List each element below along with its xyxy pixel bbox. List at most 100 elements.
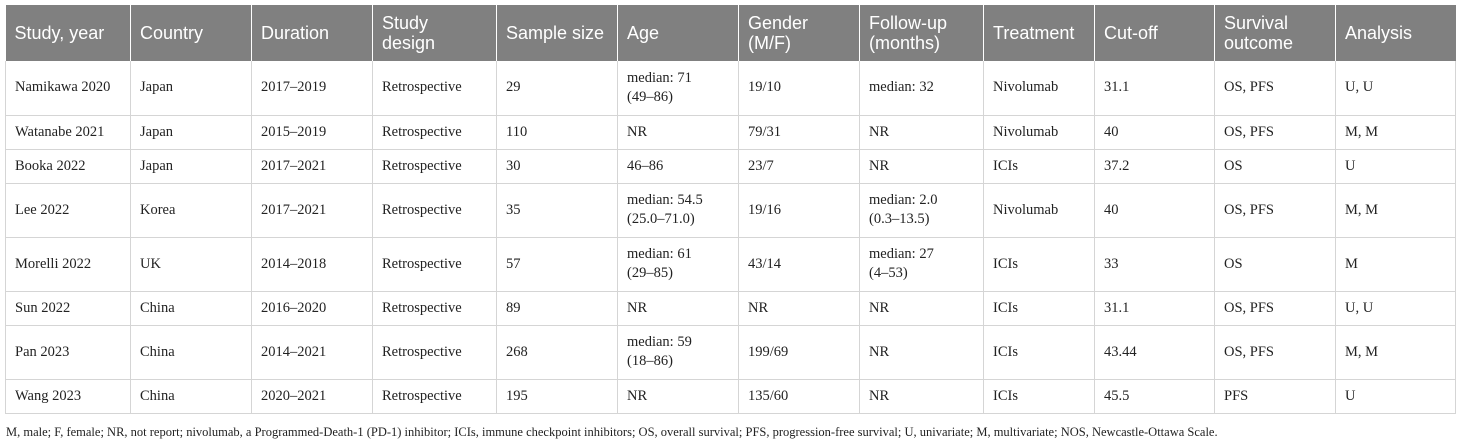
cell-survival-outcome: OS bbox=[1214, 149, 1336, 184]
cell-treatment: Nivolumab bbox=[983, 115, 1095, 150]
cell-sample-size: 35 bbox=[496, 183, 618, 238]
cell-cut-off: 31.1 bbox=[1094, 291, 1215, 326]
cell-duration: 2020–2021 bbox=[251, 379, 373, 414]
cell-study-year: Booka 2022 bbox=[5, 149, 131, 184]
cell-duration: 2015–2019 bbox=[251, 115, 373, 150]
cell-duration: 2017–2021 bbox=[251, 183, 373, 238]
header-duration: Duration bbox=[251, 5, 373, 61]
cell-study-design: Retrospective bbox=[372, 61, 497, 116]
table-row: Lee 2022 Korea 2017–2021 Retrospective 3… bbox=[5, 183, 1456, 238]
cell-study-year: Sun 2022 bbox=[5, 291, 131, 326]
cell-country: Korea bbox=[130, 183, 252, 238]
cell-study-design: Retrospective bbox=[372, 291, 497, 326]
cell-follow-up: NR bbox=[859, 379, 984, 414]
cell-analysis: U bbox=[1335, 149, 1456, 184]
header-analysis: Analysis bbox=[1345, 23, 1413, 43]
header-survival-outcome: Survival outcome bbox=[1214, 5, 1336, 61]
cell-cut-off: 43.44 bbox=[1094, 325, 1215, 380]
cell-analysis: U bbox=[1335, 379, 1456, 414]
cell-sample-size: 57 bbox=[496, 237, 618, 292]
cell-treatment: ICIs bbox=[983, 237, 1095, 292]
table-row: Wang 2023 China 2020–2021 Retrospective … bbox=[5, 379, 1456, 414]
cell-country: China bbox=[130, 291, 252, 326]
cell-country: China bbox=[130, 325, 252, 380]
cell-analysis: M, M bbox=[1335, 325, 1456, 380]
cell-analysis: M, M bbox=[1335, 183, 1456, 238]
cell-analysis: U, U bbox=[1335, 291, 1456, 326]
cell-follow-up: median: 2.0 (0.3–13.5) bbox=[859, 183, 984, 238]
cell-gender: 135/60 bbox=[738, 379, 860, 414]
cell-gender: 43/14 bbox=[738, 237, 860, 292]
cell-follow-up: NR bbox=[859, 115, 984, 150]
cell-age: median: 71 (49–86) bbox=[617, 61, 739, 116]
cell-sample-size: 30 bbox=[496, 149, 618, 184]
cell-gender: 19/10 bbox=[738, 61, 860, 116]
cell-treatment: ICIs bbox=[983, 379, 1095, 414]
cell-gender: 19/16 bbox=[738, 183, 860, 238]
table-row: Booka 2022 Japan 2017–2021 Retrospective… bbox=[5, 149, 1456, 184]
cell-country: China bbox=[130, 379, 252, 414]
cell-age: median: 54.5 (25.0–71.0) bbox=[617, 183, 739, 238]
cell-follow-up: NR bbox=[859, 325, 984, 380]
cell-survival-outcome: OS, PFS bbox=[1214, 291, 1336, 326]
table-row: Namikawa 2020 Japan 2017–2019 Retrospect… bbox=[5, 61, 1456, 116]
header-gender: Gender (M/F) bbox=[738, 5, 860, 61]
cell-analysis: M bbox=[1335, 237, 1456, 292]
header-treatment: Treatment bbox=[983, 5, 1095, 61]
cell-country: UK bbox=[130, 237, 252, 292]
cell-follow-up: NR bbox=[859, 291, 984, 326]
cell-study-design: Retrospective bbox=[372, 149, 497, 184]
cell-cut-off: 40 bbox=[1094, 183, 1215, 238]
cell-duration: 2014–2018 bbox=[251, 237, 373, 292]
cell-age: median: 61 (29–85) bbox=[617, 237, 739, 292]
cell-study-design: Retrospective bbox=[372, 115, 497, 150]
cell-country: Japan bbox=[130, 115, 252, 150]
cell-follow-up: NR bbox=[859, 149, 984, 184]
cell-follow-up: median: 27 (4–53) bbox=[859, 237, 984, 292]
cell-analysis: M, M bbox=[1335, 115, 1456, 150]
header-follow-up: Follow-up (months) bbox=[859, 5, 984, 61]
cell-duration: 2017–2019 bbox=[251, 61, 373, 116]
cell-cut-off: 31.1 bbox=[1094, 61, 1215, 116]
cell-treatment: Nivolumab bbox=[983, 183, 1095, 238]
cell-cut-off: 37.2 bbox=[1094, 149, 1215, 184]
header-age: Age bbox=[617, 5, 739, 61]
cell-cut-off: 40 bbox=[1094, 115, 1215, 150]
cell-sample-size: 29 bbox=[496, 61, 618, 116]
cell-survival-outcome: OS, PFS bbox=[1214, 61, 1336, 116]
cell-treatment: Nivolumab bbox=[983, 61, 1095, 116]
table-row: Watanabe 2021 Japan 2015–2019 Retrospect… bbox=[5, 115, 1456, 150]
cell-study-year: Watanabe 2021 bbox=[5, 115, 131, 150]
cell-duration: 2016–2020 bbox=[251, 291, 373, 326]
cell-gender: 23/7 bbox=[738, 149, 860, 184]
cell-study-design: Retrospective bbox=[372, 379, 497, 414]
table-header-row: Study, year Country Duration Study design… bbox=[5, 5, 1456, 61]
study-characteristics-table: Study, year Country Duration Study design… bbox=[5, 5, 1456, 414]
cell-age: NR bbox=[617, 115, 739, 150]
header-sample-size: Sample size bbox=[496, 5, 618, 61]
cell-study-design: Retrospective bbox=[372, 237, 497, 292]
cell-study-design: Retrospective bbox=[372, 325, 497, 380]
cell-study-year: Lee 2022 bbox=[5, 183, 131, 238]
header-cut-off: Cut-off bbox=[1094, 5, 1215, 61]
cell-follow-up: median: 32 bbox=[859, 61, 984, 116]
cell-gender: 79/31 bbox=[738, 115, 860, 150]
cell-age: NR bbox=[617, 379, 739, 414]
cell-sample-size: 110 bbox=[496, 115, 618, 150]
cell-study-year: Morelli 2022 bbox=[5, 237, 131, 292]
cell-survival-outcome: OS bbox=[1214, 237, 1336, 292]
cell-gender: NR bbox=[738, 291, 860, 326]
cell-treatment: ICIs bbox=[983, 149, 1095, 184]
study-characteristics-table-container: Study, year Country Duration Study design… bbox=[5, 5, 1456, 414]
cell-study-year: Wang 2023 bbox=[5, 379, 131, 414]
cell-duration: 2017–2021 bbox=[251, 149, 373, 184]
table-row: Morelli 2022 UK 2014–2018 Retrospective … bbox=[5, 237, 1456, 292]
cell-survival-outcome: OS, PFS bbox=[1214, 325, 1336, 380]
table-footnote: M, male; F, female; NR, not report; nivo… bbox=[6, 425, 1218, 439]
table-row: Pan 2023 China 2014–2021 Retrospective 2… bbox=[5, 325, 1456, 380]
cell-study-design: Retrospective bbox=[372, 183, 497, 238]
header-country: Country bbox=[130, 5, 252, 61]
cell-sample-size: 268 bbox=[496, 325, 618, 380]
cell-analysis: U, U bbox=[1335, 61, 1456, 116]
cell-age: 46–86 bbox=[617, 149, 739, 184]
